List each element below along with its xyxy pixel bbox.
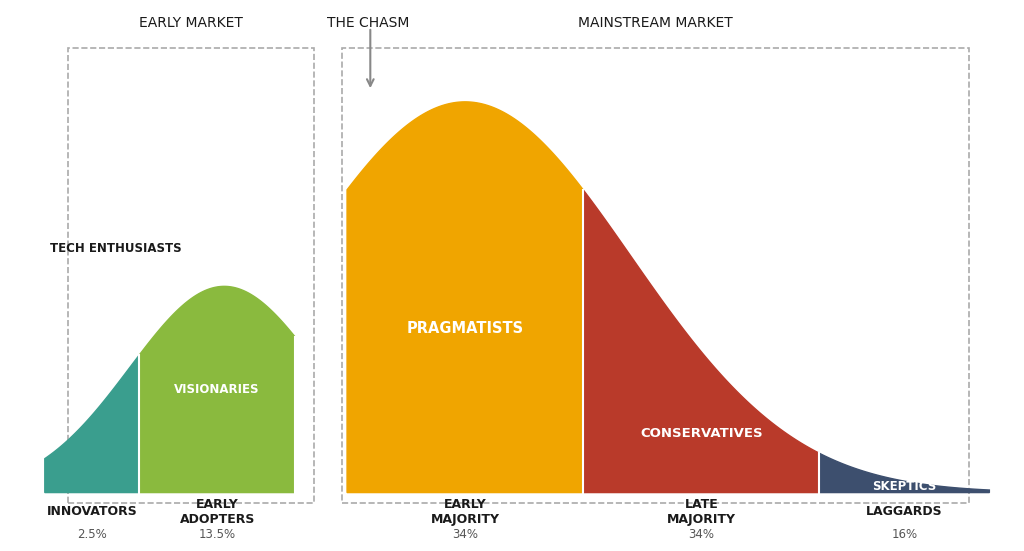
Text: TECH ENTHUSIASTS: TECH ENTHUSIASTS xyxy=(49,242,181,255)
Text: LAGGARDS: LAGGARDS xyxy=(866,505,943,518)
Text: LATE
MAJORITY: LATE MAJORITY xyxy=(667,498,736,526)
Polygon shape xyxy=(819,453,989,493)
Text: 16%: 16% xyxy=(891,528,918,542)
Text: CONSERVATIVES: CONSERVATIVES xyxy=(640,427,763,440)
Text: EARLY MARKET: EARLY MARKET xyxy=(139,16,243,30)
Polygon shape xyxy=(139,287,295,493)
Text: 2.5%: 2.5% xyxy=(77,528,106,542)
Polygon shape xyxy=(584,190,819,493)
Text: 13.5%: 13.5% xyxy=(199,528,236,542)
Polygon shape xyxy=(45,355,139,493)
Text: EARLY
ADOPTERS: EARLY ADOPTERS xyxy=(179,498,255,526)
Text: MAINSTREAM MARKET: MAINSTREAM MARKET xyxy=(579,16,733,30)
Text: INNOVATORS: INNOVATORS xyxy=(47,505,137,518)
Polygon shape xyxy=(347,102,584,493)
Text: 34%: 34% xyxy=(453,528,478,542)
Text: VISIONARIES: VISIONARIES xyxy=(174,383,260,396)
Text: 34%: 34% xyxy=(688,528,715,542)
Text: THE CHASM: THE CHASM xyxy=(327,16,409,30)
Bar xyxy=(342,47,969,504)
Text: PRAGMATISTS: PRAGMATISTS xyxy=(407,321,523,336)
Bar xyxy=(69,47,314,504)
Text: EARLY
MAJORITY: EARLY MAJORITY xyxy=(431,498,500,526)
Text: SKEPTICS: SKEPTICS xyxy=(872,480,937,493)
